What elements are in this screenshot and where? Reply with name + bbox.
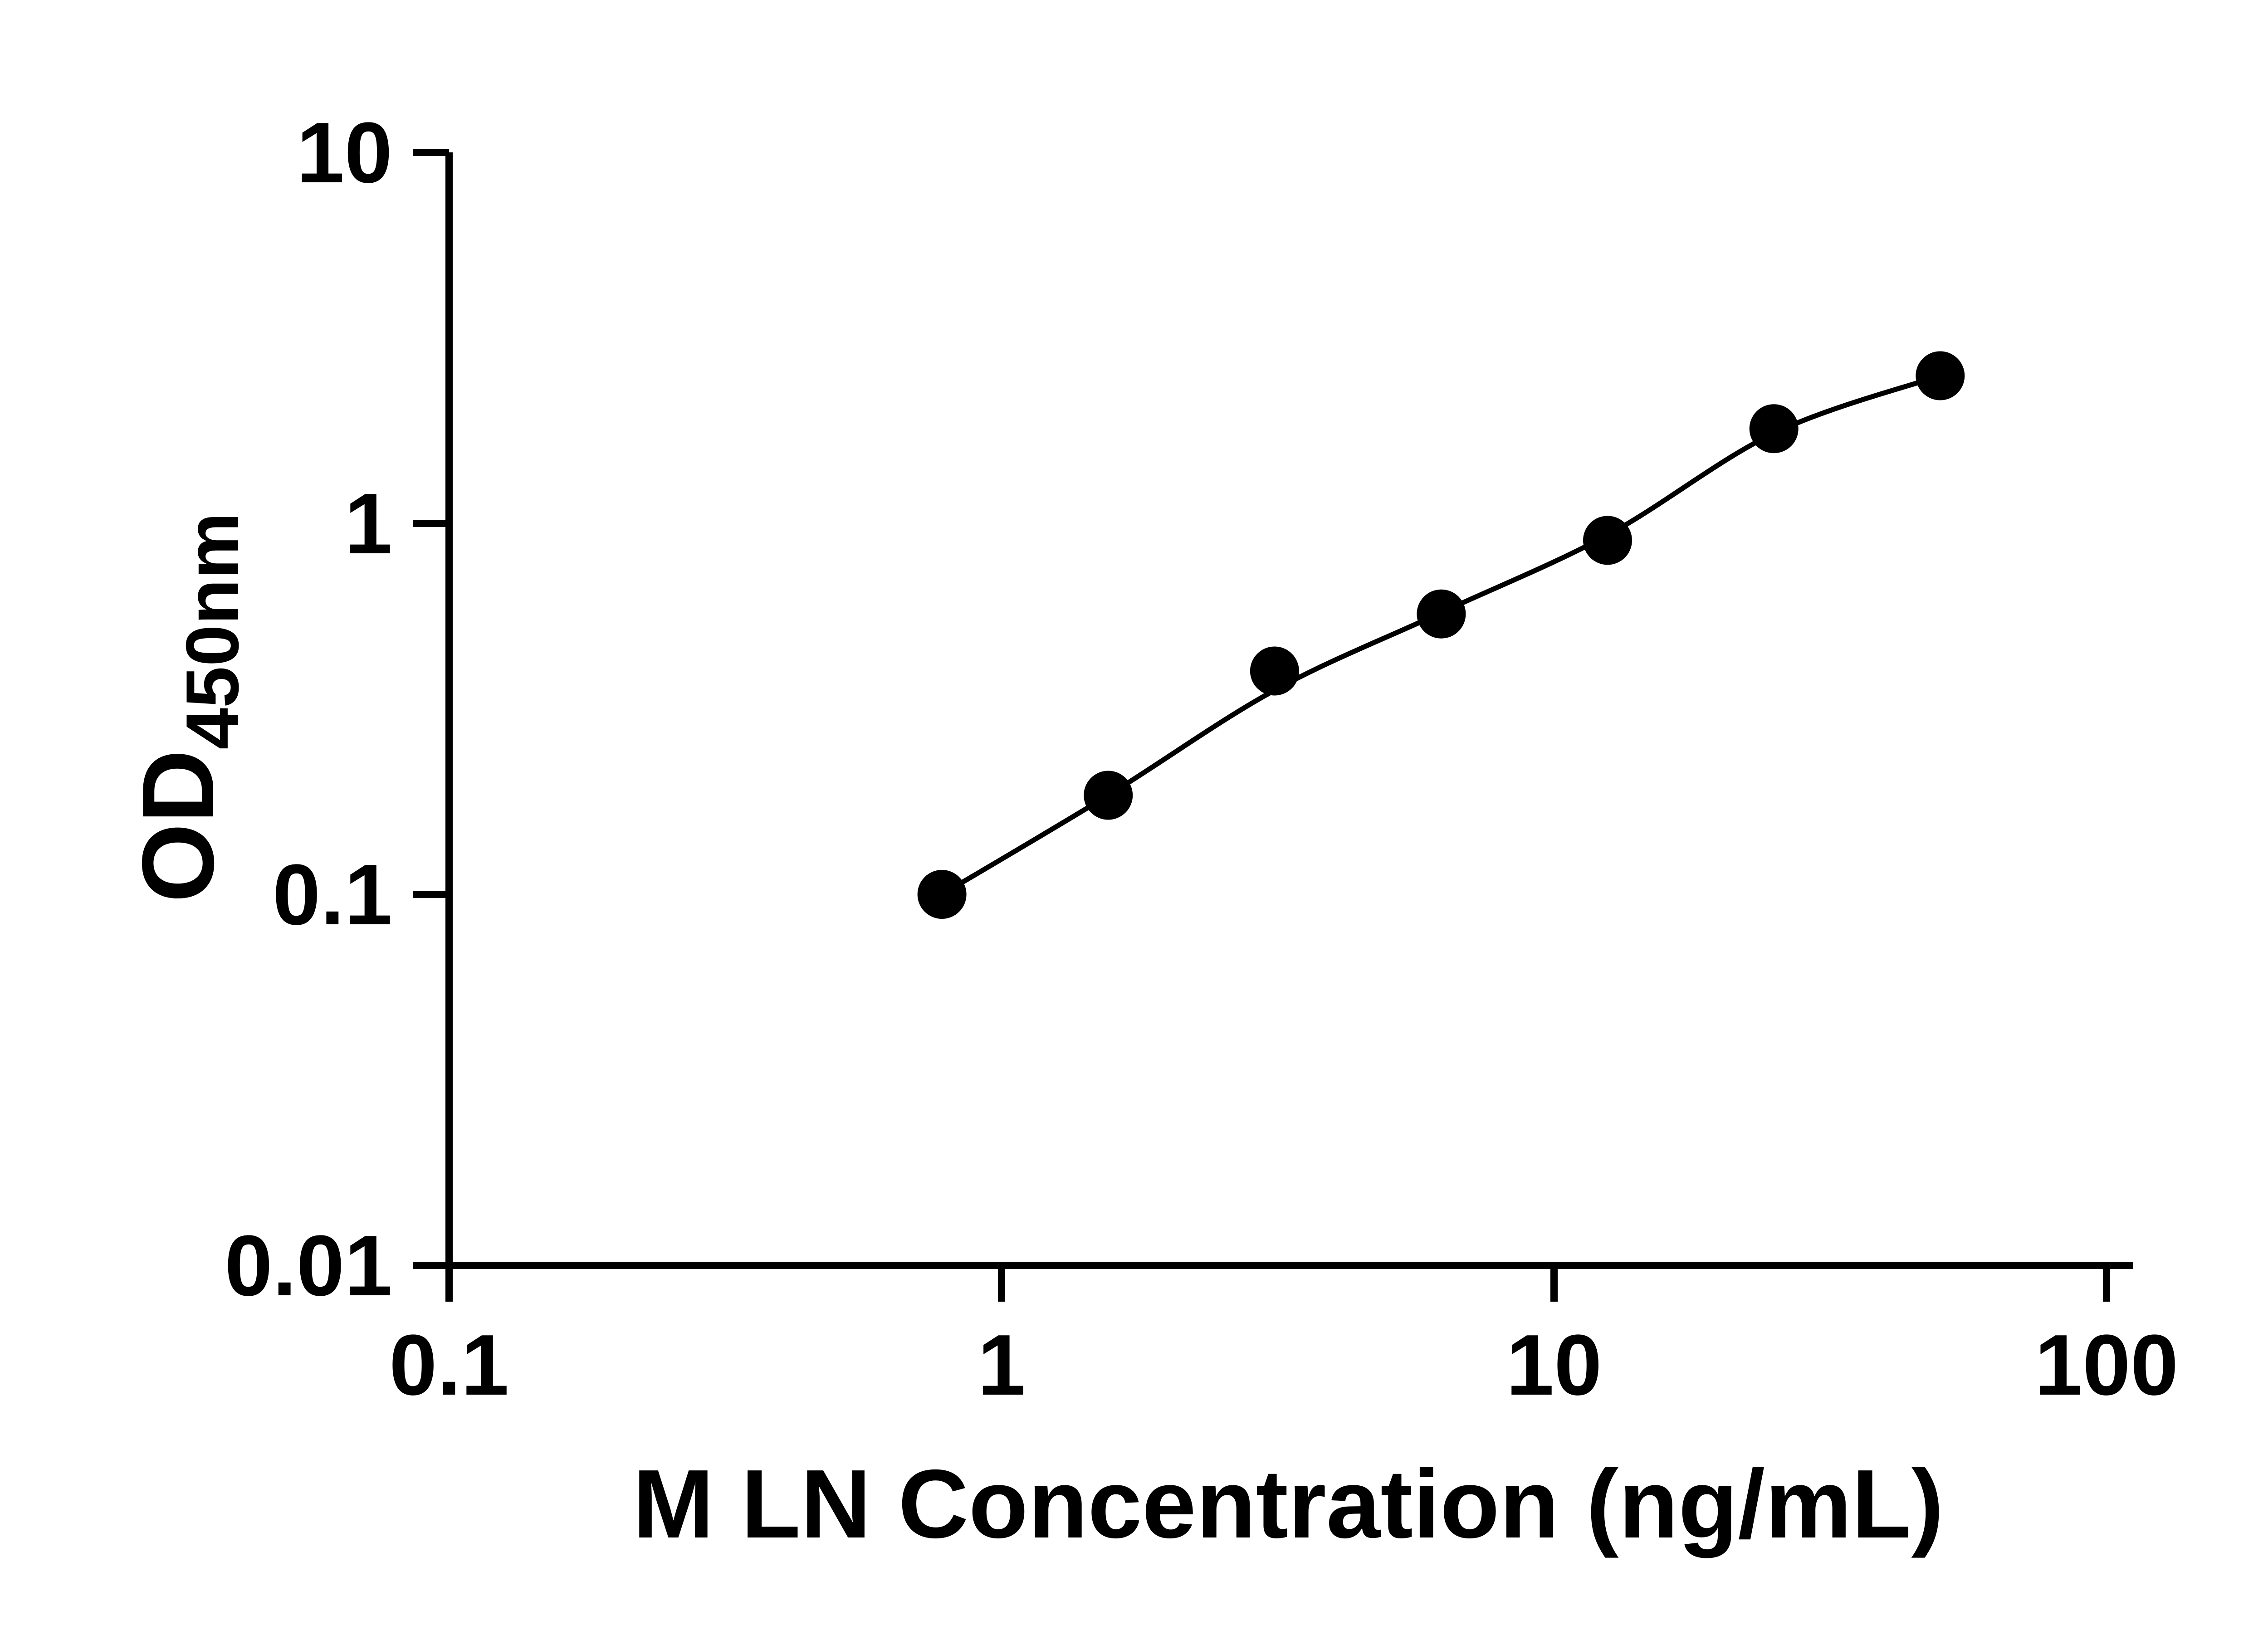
y-tick-label: 1 [344, 476, 392, 572]
data-point [917, 870, 967, 919]
data-point [1417, 589, 1466, 639]
axis-ticks [413, 149, 2110, 1302]
axes [445, 152, 2133, 1269]
x-tick-label: 100 [2034, 1317, 2178, 1413]
data-point [1250, 646, 1299, 696]
y-axis-title-subscript: 450nm [171, 512, 254, 750]
y-axis-title: OD450nm [121, 512, 254, 903]
x-tick-label: 10 [1506, 1317, 1602, 1413]
y-axis-title-main: OD [121, 750, 235, 903]
x-tick-label: 1 [978, 1317, 1026, 1413]
y-tick-label: 10 [297, 105, 392, 201]
x-tick-label: 0.1 [389, 1317, 509, 1413]
data-point [1583, 516, 1632, 565]
data-point [1749, 404, 1799, 454]
x-axis-title: M LN Concentration (ng/mL) [633, 1449, 1944, 1558]
data-point [1084, 771, 1133, 820]
data-point [1916, 351, 1965, 400]
data-points [917, 351, 1965, 919]
y-tick-label: 0.1 [273, 847, 392, 943]
y-tick-label: 0.01 [225, 1218, 392, 1314]
